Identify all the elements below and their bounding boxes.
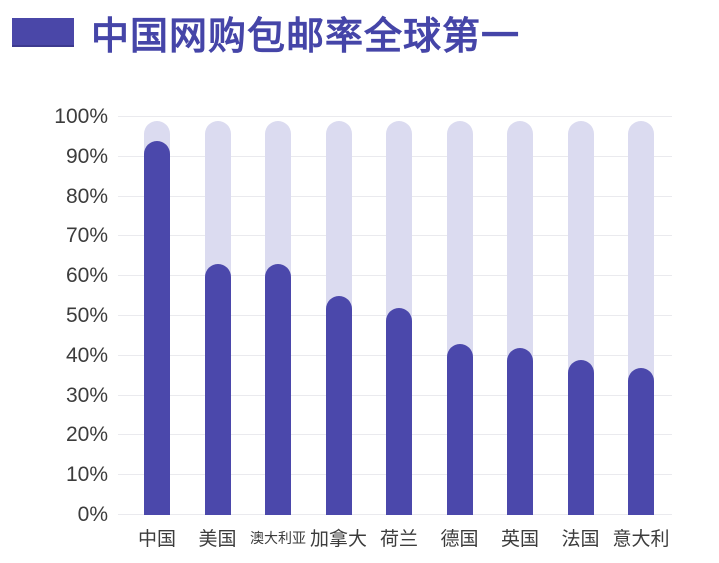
y-axis-tick-label: 10% — [65, 463, 108, 487]
title-marker-swatch — [12, 17, 74, 47]
chart-header: 中国网购包邮率全球第一 — [12, 8, 520, 58]
x-axis-label: 荷兰 — [379, 529, 418, 550]
x-axis-label: 澳大利亚 — [250, 530, 306, 546]
bar-加拿大 — [325, 296, 352, 515]
page-title: 中国网购包邮率全球第一 — [91, 15, 521, 58]
x-axis-label: 德国 — [440, 529, 479, 550]
y-axis-tick-label: 50% — [65, 304, 108, 327]
bar-美国 — [204, 264, 231, 515]
gridline-100 — [118, 116, 672, 117]
x-axis-label: 英国 — [500, 529, 539, 550]
y-axis-tick-label: 90% — [65, 144, 108, 168]
bar-澳大利亚 — [265, 264, 291, 515]
x-axis-label: 加拿大 — [309, 529, 367, 550]
y-axis-tick-label: 100% — [54, 105, 108, 128]
x-axis-label: 法国 — [561, 529, 600, 550]
x-axis-label: 中国 — [137, 529, 176, 550]
bar-荷兰 — [386, 308, 412, 515]
bar-意大利 — [628, 367, 654, 515]
x-axis-label: 意大利 — [612, 529, 670, 550]
y-axis-tick-label: 70% — [65, 224, 108, 248]
bar-德国 — [446, 343, 473, 515]
y-axis-tick-label: 80% — [65, 184, 108, 208]
y-axis-tick-label: 0% — [77, 503, 108, 526]
plot-area: 中国 美国 澳大利亚 加拿大 荷兰 德国 英国 法国 意大利 — [118, 116, 672, 550]
y-axis-tick-label: 20% — [65, 423, 108, 447]
bar-中国 — [144, 140, 170, 515]
y-axis-tick-label: 30% — [65, 383, 108, 407]
bar-法国 — [567, 359, 594, 515]
bar-英国 — [507, 347, 533, 515]
bar-chart: 0% 10% 20% 30% 40% 50% 60% 70% 80% 90% 100% 中国 美国 澳大… — [0, 105, 719, 550]
y-axis-tick-label: 40% — [65, 343, 108, 367]
x-axis-label: 美国 — [198, 529, 237, 550]
y-axis: 0% 10% 20% 30% 40% 50% 60% 70% 80% 90% 100% — [0, 105, 110, 526]
y-axis-tick-label: 60% — [65, 264, 108, 288]
